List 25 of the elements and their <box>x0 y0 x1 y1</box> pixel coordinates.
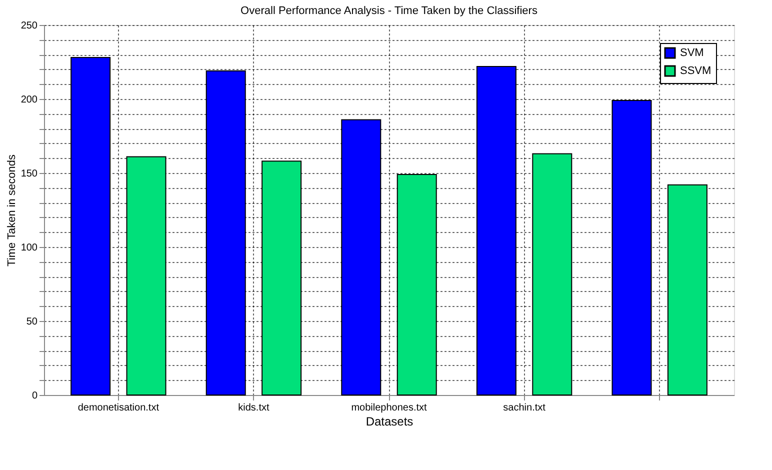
bar <box>396 174 437 396</box>
bar <box>70 57 111 396</box>
bar <box>667 184 708 396</box>
bar <box>126 156 166 396</box>
legend-label: SVM <box>680 47 704 59</box>
x-tick-label: mobilephones.txt <box>351 402 428 414</box>
bar <box>612 100 652 396</box>
bar <box>341 119 382 396</box>
x-tick-label: demonetisation.txt <box>78 402 160 414</box>
x-axis-title: Datasets <box>366 414 414 428</box>
y-tick-label: 200 <box>20 94 38 106</box>
bar <box>206 70 246 396</box>
y-tick-label: 0 <box>32 390 38 402</box>
y-axis-title: Time Taken in seconds <box>6 154 18 266</box>
bar <box>532 153 572 396</box>
y-tick-label: 250 <box>20 20 38 32</box>
chart-title: Overall Performance Analysis - Time Taken by the Classifiers <box>240 5 538 17</box>
x-tick-label: kids.txt <box>238 402 270 414</box>
x-tick-label: sachin.txt <box>503 402 546 414</box>
y-tick-label: 50 <box>26 316 38 328</box>
bar <box>262 160 302 396</box>
y-tick-label: 100 <box>20 242 38 254</box>
bar <box>476 66 516 396</box>
y-tick-label: 150 <box>20 168 38 180</box>
legend-label: SSVM <box>680 65 712 77</box>
